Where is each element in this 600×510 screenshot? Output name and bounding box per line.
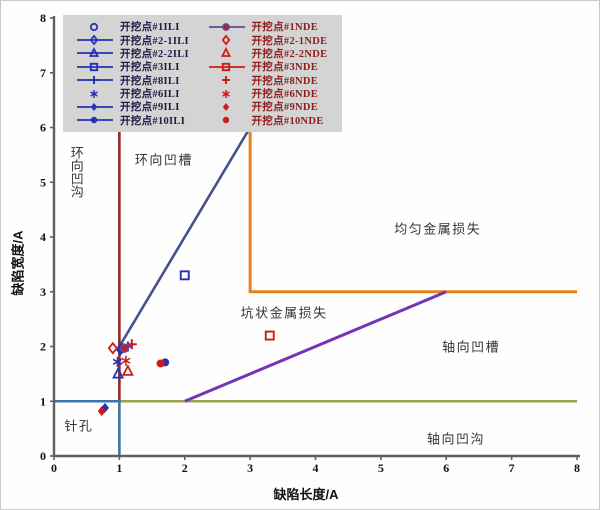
legend-marker-open-diamond-icon xyxy=(77,34,113,46)
y-tick-label: 4 xyxy=(40,230,46,244)
pinhole-box xyxy=(54,399,121,456)
legend-item: 开挖点#9NDE xyxy=(207,100,337,113)
legend-item: 开挖点#2-2ILI xyxy=(75,47,205,60)
legend-label: 开挖点#9ILI xyxy=(120,102,180,114)
legend-item: 开挖点#2-1ILI xyxy=(75,33,205,47)
region-label: 环向凹沟 xyxy=(68,146,84,199)
legend-item: 开挖点#8ILI xyxy=(75,74,205,87)
series-1nde xyxy=(119,343,130,353)
legend-item: 开挖点#3ILI xyxy=(75,60,205,73)
uniform-metal-loss-boundary xyxy=(248,127,577,294)
series-10nde xyxy=(156,359,165,368)
x-tick-label: 1 xyxy=(116,461,122,475)
legend-item: 开挖点#9ILI xyxy=(75,100,205,113)
x-tick-label: 8 xyxy=(574,461,580,475)
y-axis-title: 缺陷宽度/A xyxy=(10,230,26,296)
axial-slot-boundary xyxy=(184,290,447,403)
series-3nde xyxy=(264,330,275,341)
x-tick-label: 4 xyxy=(313,461,319,475)
legend-marker-filled-circle-icon xyxy=(222,117,229,124)
legend-label: 开挖点#1NDE xyxy=(251,22,319,34)
legend-label: 开挖点#3NDE xyxy=(251,62,319,74)
series-6ili xyxy=(112,356,123,367)
region-label: 轴向凹沟 xyxy=(427,431,486,447)
legend-label: 开挖点#8ILI xyxy=(120,75,180,87)
series-2-1nde xyxy=(107,341,118,355)
series-8nde xyxy=(126,339,137,350)
legend-item: 开挖点#1ILI xyxy=(75,20,205,33)
legend-item: 开挖点#10NDE xyxy=(207,114,337,127)
circumferential-slot-boundary xyxy=(118,126,252,348)
legend-label: 开挖点#2-1ILI xyxy=(120,35,189,47)
x-tick-label: 0 xyxy=(51,461,57,475)
legend-marker-filled-circle-icon xyxy=(77,117,113,124)
legend-marker-plus-icon xyxy=(77,76,113,85)
legend: 开挖点#1ILI 开挖点#2-1ILI 开挖点#2-2ILI 开挖点#3ILI 开挖点#… xyxy=(63,15,342,132)
region-label: 均匀金属损失 xyxy=(394,221,482,237)
legend-marker-filled-diamond-icon xyxy=(222,102,229,111)
legend-marker-open-circle-icon xyxy=(89,22,99,31)
y-tick-label: 6 xyxy=(40,121,46,135)
legend-label: 开挖点#2-2ILI xyxy=(120,48,189,60)
legend-item: 开挖点#6NDE xyxy=(207,87,337,100)
legend-marker-asterisk-icon xyxy=(90,89,98,98)
x-axis-title: 缺陷长度/A xyxy=(273,487,339,502)
legend-item: 开挖点#3NDE xyxy=(207,60,337,73)
legend-item: 开挖点#10ILI xyxy=(75,114,205,127)
y-tick-label: 8 xyxy=(40,11,46,25)
legend-label: 开挖点#2-2NDE xyxy=(251,48,328,60)
legend-marker-open-triangle-icon xyxy=(77,47,113,58)
y-tick-label: 7 xyxy=(40,66,46,80)
legend-marker-open-square-icon xyxy=(208,62,245,71)
x-tick-label: 7 xyxy=(509,461,515,475)
series-6nde xyxy=(121,355,131,366)
series-9nde xyxy=(97,406,106,417)
legend-label: 开挖点#10NDE xyxy=(251,115,324,127)
series-2-2nde xyxy=(121,364,134,376)
region-label: 针孔 xyxy=(64,418,94,434)
legend-label: 开挖点#6ILI xyxy=(120,89,180,101)
y-tick-label: 3 xyxy=(40,285,46,299)
legend-item: 开挖点#2-2NDE xyxy=(207,47,337,60)
y-tick-label: 0 xyxy=(40,449,46,463)
x-tick-label: 6 xyxy=(443,461,449,475)
legend-marker-open-diamond-icon xyxy=(221,34,230,46)
legend-label: 开挖点#9NDE xyxy=(251,102,319,114)
legend-label: 开挖点#2-1NDE xyxy=(251,35,328,47)
y-tick-label: 2 xyxy=(40,340,46,354)
legend-item: 开挖点#8NDE xyxy=(207,74,337,87)
legend-marker-plus-icon xyxy=(221,76,230,85)
legend-label: 开挖点#10ILI xyxy=(120,115,186,127)
legend-item: 开挖点#1NDE xyxy=(207,20,337,33)
legend-marker-open-triangle-icon xyxy=(220,47,231,58)
region-label: 环向凹槽 xyxy=(134,152,193,168)
region-label: 坑状金属损失 xyxy=(240,305,328,321)
series-2-2ili xyxy=(112,366,125,379)
y-tick-label: 1 xyxy=(40,394,46,408)
x-tick-label: 5 xyxy=(378,461,384,475)
legend-marker-open-square-icon xyxy=(77,62,113,71)
region-label: 轴向凹槽 xyxy=(442,339,501,355)
legend-label: 开挖点#6NDE xyxy=(251,89,319,101)
legend-label: 开挖点#3ILI xyxy=(120,62,180,74)
legend-item: 开挖点#6ILI xyxy=(75,87,205,100)
legend-label: 开挖点#8NDE xyxy=(251,75,319,87)
y-tick-label: 5 xyxy=(40,175,46,189)
series-3ili xyxy=(179,270,190,281)
x-tick-label: 3 xyxy=(247,461,253,475)
legend-item: 开挖点#2-1NDE xyxy=(207,33,337,47)
legend-marker-filled-diamond-icon xyxy=(77,102,113,111)
x-tick-label: 2 xyxy=(182,461,188,475)
legend-marker-filled-circle-icon xyxy=(208,22,245,31)
legend-label: 开挖点#1ILI xyxy=(120,22,180,34)
legend-marker-asterisk-icon xyxy=(221,89,230,98)
